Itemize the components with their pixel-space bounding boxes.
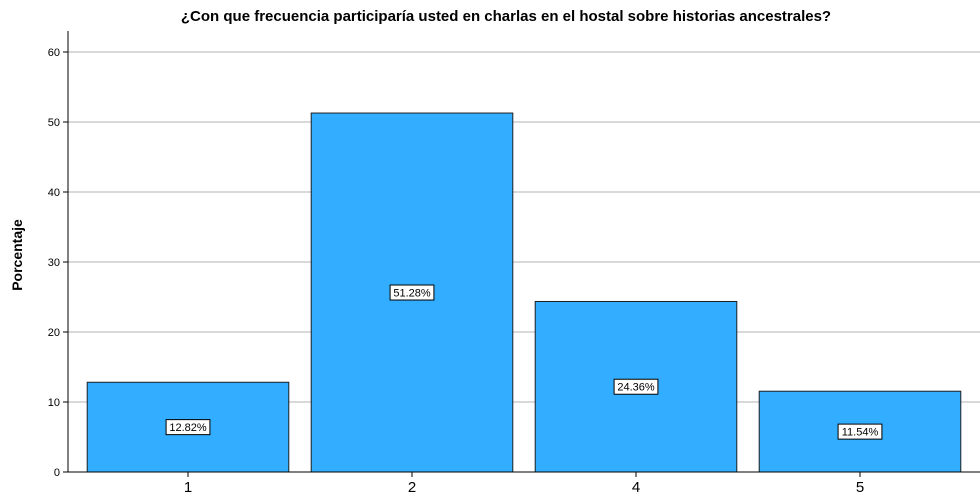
y-tick-label: 50 (48, 117, 60, 129)
bars (86, 112, 962, 473)
y-tick-label: 0 (54, 467, 60, 479)
data-label: 11.54% (842, 427, 879, 439)
data-label-box (837, 423, 883, 440)
data-label: 12.82% (169, 422, 207, 434)
data-label: 51.28% (393, 288, 431, 300)
chart-title: ¿Con que frecuencia participaría usted e… (181, 8, 831, 25)
data-label-box (165, 419, 211, 436)
y-tick-label: 40 (48, 187, 60, 199)
data-label: 24.36% (617, 382, 655, 394)
x-tick-label: 2 (408, 479, 416, 494)
x-tick-label: 1 (184, 479, 192, 494)
x-tick-label: 5 (856, 479, 864, 494)
x-tick-label: 4 (632, 479, 640, 494)
x-axis-ticks: 1 2 4 5 (184, 472, 864, 494)
y-tick-label: 10 (48, 397, 60, 409)
data-label-box (389, 284, 435, 301)
data-label-box (613, 378, 659, 395)
gridlines (68, 51, 980, 403)
y-axis-ticks: 0 10 20 30 40 50 60 (48, 47, 68, 479)
y-tick-label: 30 (48, 257, 60, 269)
y-axis-label: Porcentaje (9, 219, 25, 291)
y-tick-label: 20 (48, 327, 60, 339)
y-tick-label: 60 (48, 47, 60, 59)
data-labels: 12.82% 51.28% 24.36% 11.54% (165, 284, 883, 440)
